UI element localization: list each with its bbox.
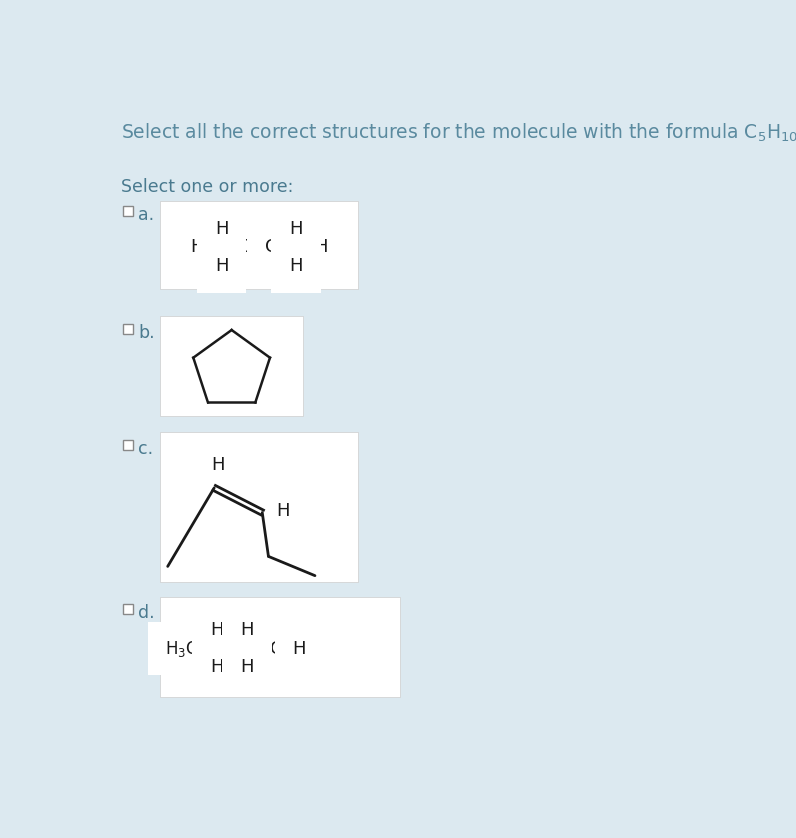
Text: Select all the correct structures for the molecule with the formula $\mathrm{C_5: Select all the correct structures for th…	[121, 122, 796, 144]
Text: H: H	[211, 456, 224, 474]
Text: H: H	[289, 220, 302, 238]
Text: H: H	[276, 502, 290, 520]
Text: C: C	[265, 238, 278, 256]
Bar	[123, 604, 133, 614]
Text: C: C	[290, 238, 302, 256]
Text: C: C	[270, 639, 283, 658]
Text: H: H	[289, 256, 302, 275]
Bar	[123, 440, 133, 450]
Text: d.: d.	[139, 604, 155, 622]
Text: H: H	[293, 639, 306, 658]
Text: C: C	[211, 639, 224, 658]
Text: Select one or more:: Select one or more:	[121, 178, 294, 195]
Bar	[123, 206, 133, 216]
Text: C: C	[215, 238, 228, 256]
Text: H: H	[240, 621, 253, 639]
Bar	[123, 323, 133, 334]
Bar	[160, 597, 400, 697]
Bar	[160, 316, 303, 416]
Text: b.: b.	[139, 323, 155, 342]
Text: c.: c.	[139, 440, 154, 458]
Text: H: H	[215, 256, 228, 275]
Text: H: H	[211, 659, 224, 676]
Text: C: C	[240, 639, 253, 658]
Text: H: H	[240, 659, 253, 676]
Text: H: H	[190, 238, 204, 256]
Text: H$_3$C: H$_3$C	[165, 639, 198, 659]
Bar	[160, 200, 357, 289]
Bar	[160, 432, 357, 582]
Text: H: H	[211, 621, 224, 639]
Text: a.: a.	[139, 206, 154, 224]
Text: H: H	[215, 220, 228, 238]
Text: C: C	[240, 238, 252, 256]
Text: H: H	[314, 238, 327, 256]
